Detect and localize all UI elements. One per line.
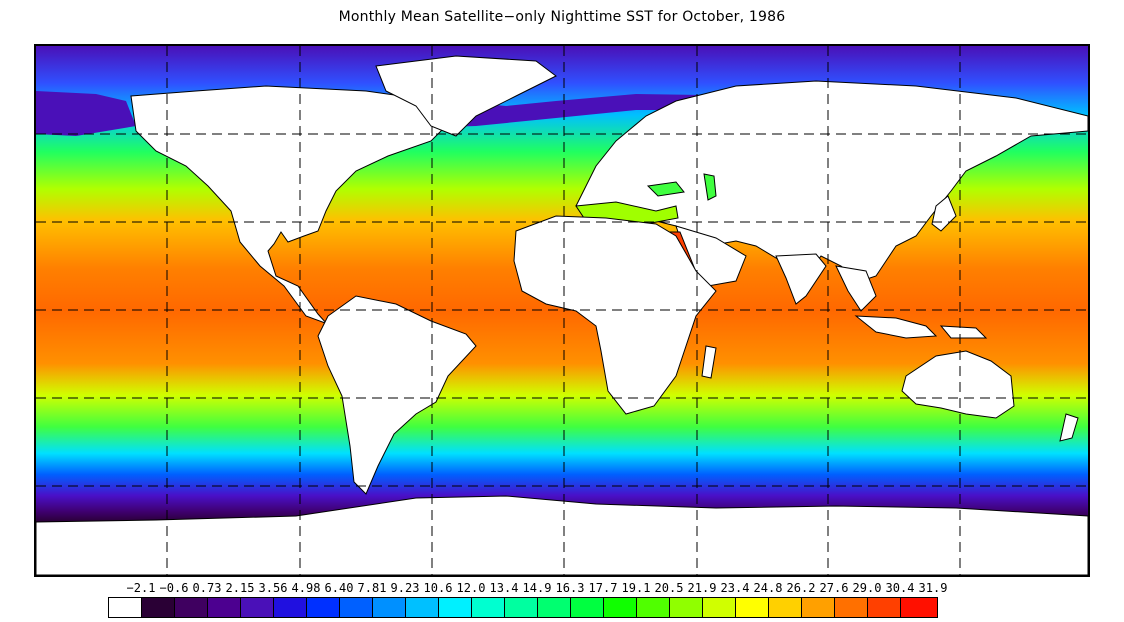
colorbar-swatch <box>274 598 307 617</box>
colorbar-swatch <box>571 598 604 617</box>
colorbar-swatch <box>868 598 901 617</box>
colorbar-tick-label: 30.4 <box>885 581 915 595</box>
colorbar-tick-label: 14.9 <box>522 581 552 595</box>
colorbar-swatch <box>406 598 439 617</box>
land-southeast-asia <box>835 265 877 312</box>
colorbar-tick-label: 31.9 <box>918 581 948 595</box>
colorbar-swatch <box>109 598 142 617</box>
colorbar-swatch <box>736 598 769 617</box>
colorbar-tick-label: −0.6 <box>159 581 189 595</box>
sst-map-svg <box>36 46 1088 575</box>
colorbar-tick-label: 19.1 <box>621 581 651 595</box>
map-title: Monthly Mean Satellite−only Nighttime SS… <box>338 9 786 25</box>
colorbar-tick-label: 27.6 <box>819 581 849 595</box>
land-antarctica <box>36 495 1088 575</box>
colorbar-swatch <box>373 598 406 617</box>
colorbar-tick-label: 7.81 <box>357 581 387 595</box>
colorbar-tick-label: 26.2 <box>786 581 816 595</box>
colorbar-tick-label: 12.0 <box>456 581 486 595</box>
colorbar-swatch <box>670 598 703 617</box>
colorbar-tick-label: −2.1 <box>126 581 156 595</box>
colorbar-swatch <box>637 598 670 617</box>
colorbar-tick-label: 13.4 <box>489 581 519 595</box>
colorbar-swatch <box>208 598 241 617</box>
arctic-cold-patch <box>36 91 136 136</box>
land-madagascar <box>701 345 717 379</box>
colorbar <box>108 597 938 618</box>
colorbar-swatch <box>538 598 571 617</box>
colorbar-swatch <box>802 598 835 617</box>
colorbar-tick-label: 17.7 <box>588 581 618 595</box>
gridlines <box>36 46 1088 575</box>
colorbar-swatch <box>142 598 175 617</box>
colorbar-swatch <box>703 598 736 617</box>
land-south-america <box>317 295 477 495</box>
colorbar-tick-label: 20.5 <box>654 581 684 595</box>
land-australia <box>901 350 1015 419</box>
colorbar-tick-label: 29.0 <box>852 581 882 595</box>
colorbar-tick-label: 23.4 <box>720 581 750 595</box>
colorbar-swatch <box>241 598 274 617</box>
land-new-zealand <box>1059 413 1079 442</box>
sea-caspian <box>703 173 717 201</box>
colorbar-swatch <box>472 598 505 617</box>
colorbar-tick-label: 21.9 <box>687 581 717 595</box>
colorbar-swatch <box>604 598 637 617</box>
land-new-guinea <box>939 325 988 339</box>
sst-map <box>34 44 1090 577</box>
colorbar-tick-label: 2.15 <box>225 581 255 595</box>
colorbar-tick-label: 9.23 <box>390 581 420 595</box>
colorbar-swatch <box>769 598 802 617</box>
land-indonesia <box>854 315 938 339</box>
colorbar-swatch <box>307 598 340 617</box>
colorbar-tick-label: 6.40 <box>324 581 354 595</box>
colorbar-tick-label: 24.8 <box>753 581 783 595</box>
colorbar-swatch <box>835 598 868 617</box>
colorbar-swatch <box>175 598 208 617</box>
sea-black <box>646 181 685 197</box>
colorbar-tick-label: 16.3 <box>555 581 585 595</box>
land-india <box>775 253 827 305</box>
land-greenland <box>375 55 557 137</box>
land-africa <box>513 215 717 415</box>
colorbar-tick-label: 3.56 <box>258 581 288 595</box>
colorbar-tick-labels: −2.1 −0.6 0.73 2.15 3.56 4.98 6.40 7.81 9.23 10.6… <box>0 581 1124 597</box>
colorbar-swatch <box>901 598 937 617</box>
colorbar-tick-label: 10.6 <box>423 581 453 595</box>
colorbar-swatch <box>439 598 472 617</box>
colorbar-tick-label: 0.73 <box>192 581 222 595</box>
colorbar-swatch <box>340 598 373 617</box>
colorbar-tick-label: 4.98 <box>291 581 321 595</box>
colorbar-swatch <box>505 598 538 617</box>
